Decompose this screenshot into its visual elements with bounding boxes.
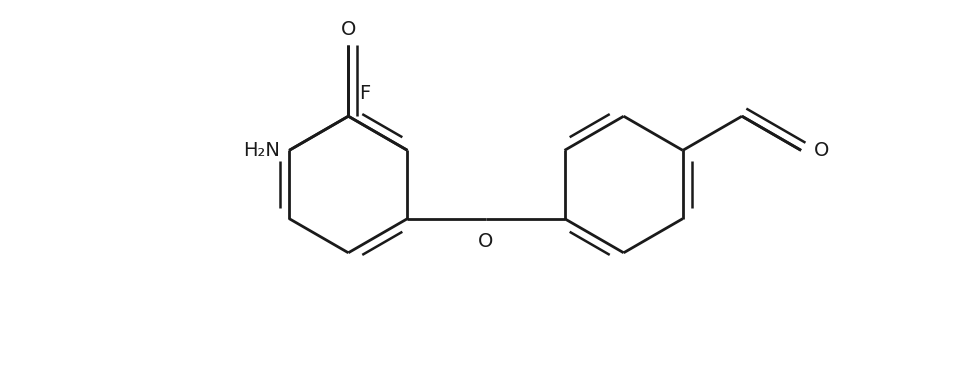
Text: F: F [359, 84, 371, 103]
Text: O: O [479, 232, 494, 251]
Text: O: O [814, 141, 829, 160]
Text: O: O [340, 20, 356, 39]
Text: H₂N: H₂N [243, 141, 281, 160]
